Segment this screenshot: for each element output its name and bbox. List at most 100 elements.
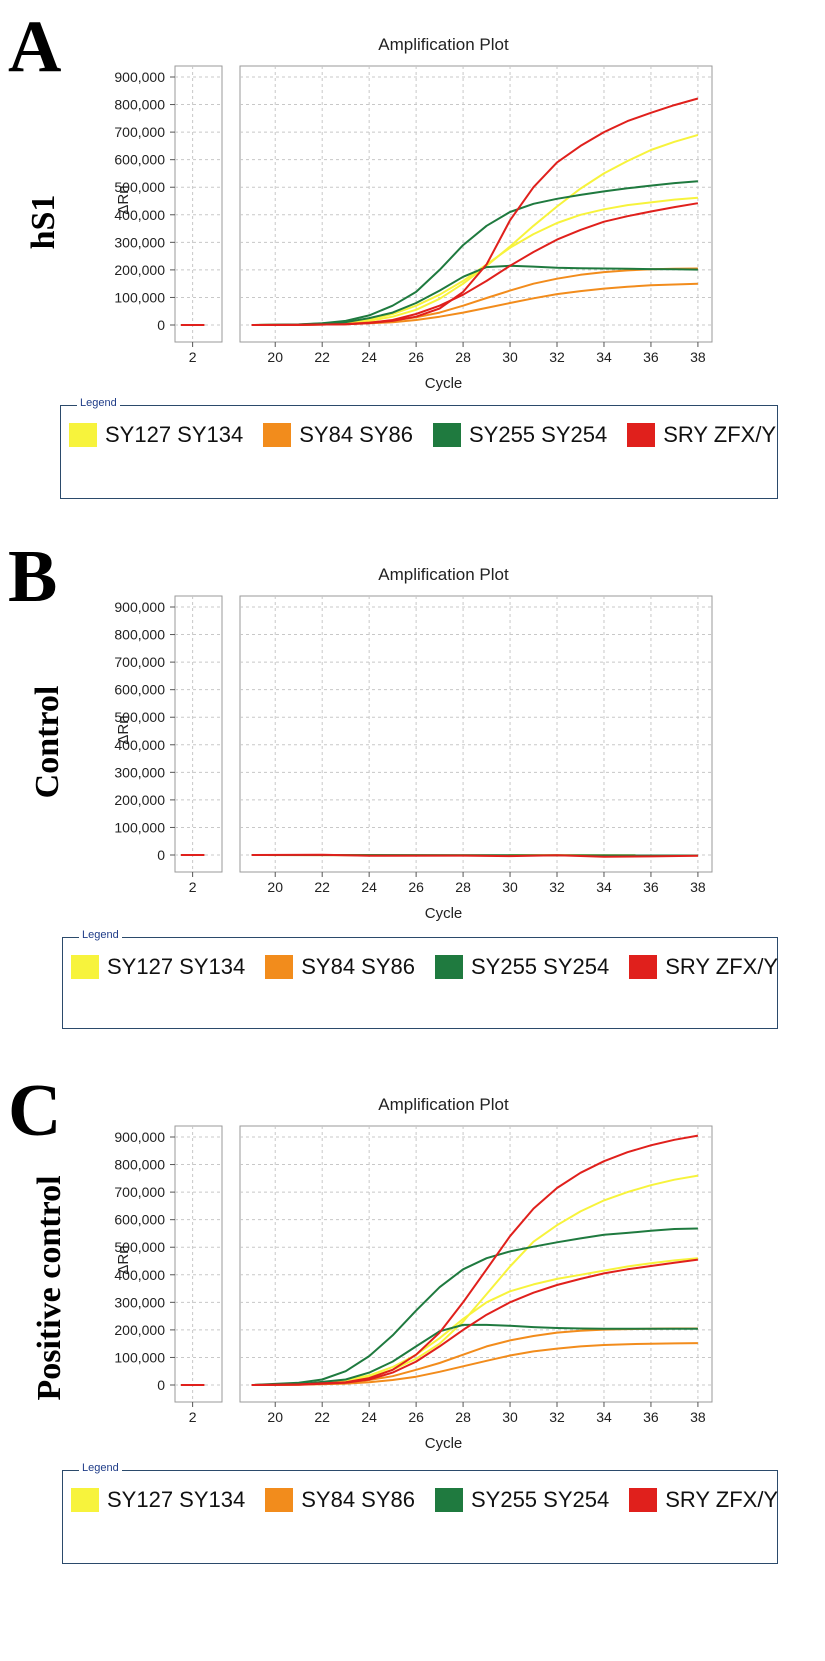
x-tick-label: 26 [408,349,424,365]
y-tick-label: 0 [157,317,165,333]
x-axis-label: Cycle [425,905,463,922]
series-line [251,1174,699,1386]
series-line [251,1227,698,1386]
series-line [251,1258,699,1386]
legend-swatch [629,955,658,979]
legend-label: SRY ZFX/Y [665,954,779,979]
y-tick-label: 500,000 [114,179,165,195]
series-line [251,1134,699,1386]
legend-box: Legend SY127 SY134 SY84 SY86 SY255 SY254 SR… [60,397,778,499]
legend-item: SY127 SY134 [71,1487,245,1513]
y-tick-label: 100,000 [114,819,165,835]
plot-title: Amplification Plot [378,35,509,54]
legend-swatch [263,423,292,447]
y-axis-label: ΔRn [115,1245,132,1274]
panel-c: C Positive control Amplification Plot 0 10… [0,1060,825,1660]
x-tick-label: 30 [502,879,518,895]
x-tick-label: 30 [502,1409,518,1425]
legend-swatch [71,1488,99,1512]
y-tick-label: 800,000 [114,97,165,113]
legend-label: SRY ZFX/Y [663,422,777,447]
legend-tag: Legend [79,929,122,941]
x-tick-label: 28 [455,1409,471,1425]
y-tick-label: 600,000 [114,682,165,698]
legend-label: SY127 SY134 [105,422,244,447]
x-tick-label: 38 [690,349,706,365]
series-line [251,180,698,326]
y-tick-label: 900,000 [114,1129,165,1145]
legend-item: SY127 SY134 [71,954,245,980]
y-tick-label: 100,000 [114,1349,165,1365]
x-tick-label: 22 [314,349,330,365]
legend-label: SY84 SY86 [299,422,413,447]
legend-item: SY255 SY254 [432,422,608,448]
x-tick-label: 36 [643,1409,659,1425]
series-line [251,1323,698,1386]
y-tick-label: 600,000 [114,152,165,168]
legend-label: SY255 SY254 [470,954,610,979]
x-tick-label: 28 [455,879,471,895]
legend-tag: Legend [79,1462,122,1474]
panel-letter: C [8,1070,62,1152]
x-tick-label: 30 [502,349,518,365]
x-tick-label: 20 [267,879,283,895]
x-tick-label: 20 [267,1409,283,1425]
series-line [251,264,698,326]
y-axis-label: ΔRn [115,185,132,214]
legend-label: SY255 SY254 [468,422,608,447]
y-tick-label: 800,000 [114,627,165,643]
panel-letter: B [8,536,58,618]
amplification-plot-a: Amplification Plot 0 100,000 200,000 300,000… [114,35,713,392]
x-tick-label: 2 [189,879,197,895]
panel-a: A hS1 Amplification Plot 0 100,000 200,000 3… [0,0,825,510]
y-tick-label: 900,000 [114,599,165,615]
plot-title: Amplification Plot [378,1095,509,1114]
y-tick-label: 800,000 [114,1157,165,1173]
legend-item: SY84 SY86 [263,422,413,448]
legend-label: SRY ZFX/Y [665,1487,779,1512]
x-tick-label: 38 [690,879,706,895]
y-tick-label: 700,000 [114,1184,165,1200]
y-tick-label: 400,000 [114,737,165,753]
x-tick-label: 34 [596,349,612,365]
series-line [251,1342,698,1386]
y-tick-label: 200,000 [114,792,165,808]
x-tick-label: 36 [643,349,659,365]
series-line [251,133,699,326]
x-tick-label: 32 [549,879,565,895]
legend-item: SRY ZFX/Y [627,422,776,448]
y-tick-label: 600,000 [114,1212,165,1228]
y-tick-label: 900,000 [114,69,165,85]
legend-swatch [434,955,463,979]
panel-letter: A [8,6,62,88]
legend-swatch [434,1488,463,1512]
y-tick-label: 700,000 [114,124,165,140]
y-tick-label: 300,000 [114,764,165,780]
x-axis-label: Cycle [425,375,463,392]
x-tick-label: 24 [361,1409,377,1425]
x-tick-label: 38 [690,1409,706,1425]
legend-swatch [265,955,294,979]
y-tick-label: 500,000 [114,1239,165,1255]
x-axis-label: Cycle [425,1435,463,1452]
x-tick-label: 22 [314,879,330,895]
legend-label: SY127 SY134 [107,954,246,979]
legend-swatch [265,1488,294,1512]
amplification-plot-c: Amplification Plot 0 100,000 200,000 300,000… [114,1095,713,1452]
legend-swatch [69,423,97,447]
plot-frame [239,595,713,873]
x-tick-label: 32 [549,349,565,365]
x-tick-label: 26 [408,1409,424,1425]
x-tick-label: 2 [189,349,197,365]
x-tick-label: 32 [549,1409,565,1425]
legend-label: SY127 SY134 [107,1487,246,1512]
legend-item: SY84 SY86 [265,1487,415,1513]
y-tick-label: 200,000 [114,262,165,278]
legend-item: SY255 SY254 [434,954,610,980]
y-tick-label: 500,000 [114,709,165,725]
x-tick-label: 26 [408,879,424,895]
series-line [251,1257,698,1386]
amplification-plot-b: Amplification Plot 0 100,000 200,000 300,000… [114,565,713,922]
legend-item: SRY ZFX/Y [629,1487,778,1513]
x-tick-label: 24 [361,349,377,365]
